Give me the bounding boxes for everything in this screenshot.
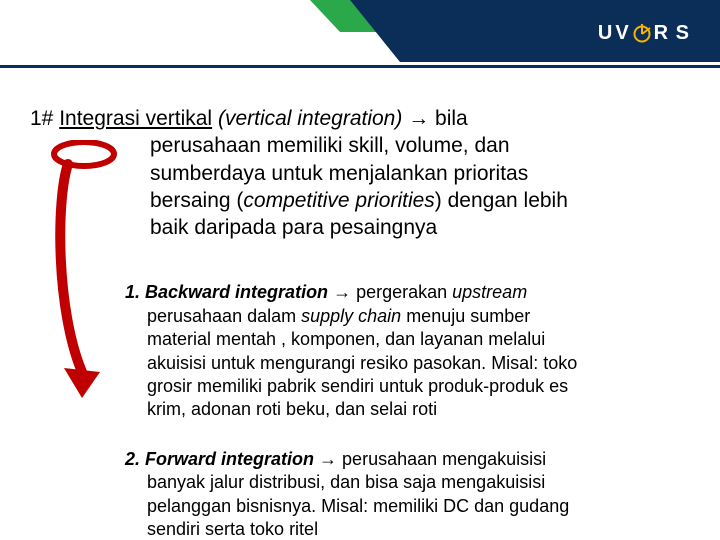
definition-list: 1. Backward integration → pergerakan ups… bbox=[30, 281, 680, 540]
title-paren: (vertical integration) bbox=[218, 107, 402, 130]
title-cont-1: perusahaan memiliki skill, volume, dan bbox=[30, 132, 680, 159]
item-line: banyak jalur distribusi, dan bisa saja m… bbox=[125, 471, 680, 494]
list-item: 2. Forward integration → perusahaan meng… bbox=[125, 448, 680, 540]
title-tail: bila bbox=[435, 107, 468, 130]
brand-letters-rs: R S bbox=[654, 22, 690, 45]
brand-letter-u: U bbox=[598, 22, 613, 45]
compass-icon bbox=[632, 24, 652, 44]
list-item: 1. Backward integration → pergerakan ups… bbox=[125, 281, 680, 421]
brand-letter-v: V bbox=[615, 22, 629, 45]
title-cont-4: baik daripada para pesaingnya bbox=[30, 214, 680, 241]
item-line: perusahaan dalam supply chain menuju sum… bbox=[125, 305, 680, 328]
title-line: 1# Integrasi vertikal (vertical integrat… bbox=[30, 105, 680, 132]
item-line: grosir memiliki pabrik sendiri untuk pro… bbox=[125, 375, 680, 398]
item-line: pelanggan bisnisnya. Misal: memiliki DC … bbox=[125, 495, 680, 518]
header-band: U V R S bbox=[0, 0, 720, 70]
slide: U V R S 1# Integrasi vertikal (vertical … bbox=[0, 0, 720, 540]
brand-logo: U V R S bbox=[598, 22, 690, 45]
item-number: 1. bbox=[125, 282, 145, 302]
title-label: Integrasi vertikal bbox=[59, 107, 212, 130]
title-cont-3: bersaing (competitive priorities) dengan… bbox=[30, 187, 680, 214]
item-line: sendiri serta toko ritel bbox=[125, 518, 680, 540]
header-shape bbox=[0, 0, 720, 90]
item-line: akuisisi untuk mengurangi resiko pasokan… bbox=[125, 352, 680, 375]
content-area: 1# Integrasi vertikal (vertical integrat… bbox=[30, 105, 680, 540]
item-number: 2. bbox=[125, 449, 145, 469]
item-line: krim, adonan roti beku, dan selai roti bbox=[125, 398, 680, 421]
title-cont-2: sumberdaya untuk menjalankan prioritas bbox=[30, 160, 680, 187]
title-arrow: → bbox=[402, 107, 435, 130]
item-label: Backward integration bbox=[145, 282, 328, 302]
item-arrow: → bbox=[314, 449, 342, 469]
item-line: material mentah , komponen, dan layanan … bbox=[125, 328, 680, 351]
item-label: Forward integration bbox=[145, 449, 314, 469]
item-arrow: → bbox=[328, 282, 356, 302]
title-prefix: 1# bbox=[30, 107, 59, 130]
